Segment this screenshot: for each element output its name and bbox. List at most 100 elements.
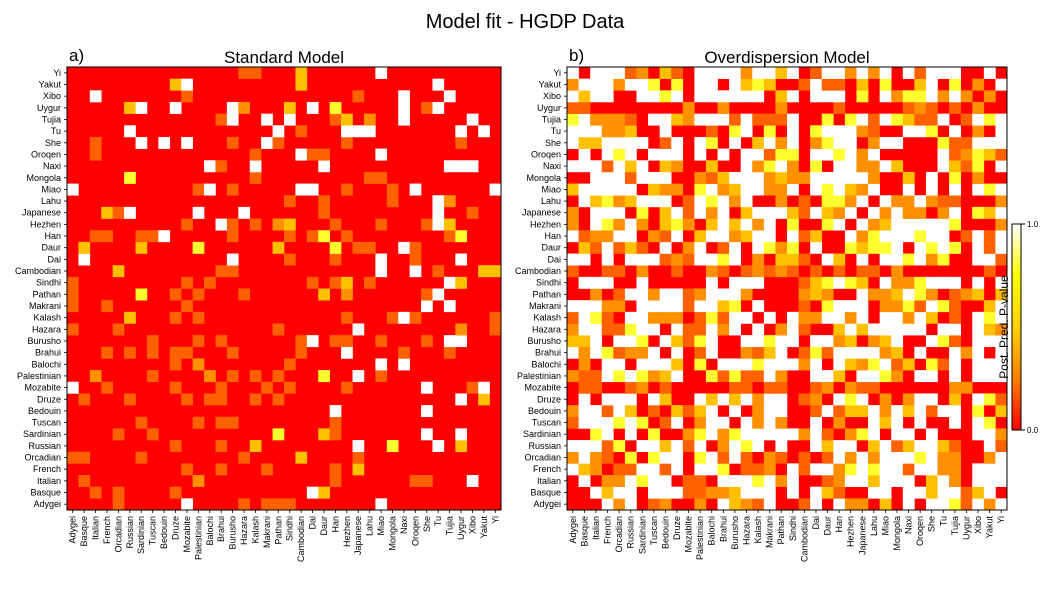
heat-cell [705, 183, 718, 196]
heat-cell [763, 230, 776, 243]
heat-cell [937, 335, 950, 348]
x-tick-han: Han [330, 516, 340, 533]
heat-cell [135, 241, 148, 254]
heat-cell [902, 463, 915, 476]
heat-cell [455, 276, 468, 289]
heat-cell [192, 288, 205, 301]
y-tick-she: She [545, 138, 561, 148]
heat-cell [578, 113, 591, 126]
heat-cell [763, 148, 776, 161]
heat-cell [960, 148, 973, 161]
heat-cell [821, 311, 834, 324]
heat-cell [844, 451, 857, 464]
heat-cell [659, 370, 672, 383]
y-tick-yakut: Yakut [539, 79, 562, 89]
heat-cell [215, 440, 228, 453]
x-tick-palestinian: Palestinian [193, 516, 203, 560]
heat-cell [226, 230, 239, 243]
heat-cell [868, 67, 880, 79]
heat-cell [729, 440, 741, 453]
heat-cell [995, 428, 1008, 441]
heat-cell [833, 90, 846, 103]
heat-cell [671, 148, 684, 161]
heat-cell [821, 486, 834, 499]
heat-cell [810, 183, 823, 196]
heat-cell [306, 148, 319, 161]
heat-cell [949, 440, 961, 453]
heat-cell [972, 463, 985, 476]
heat-cell [181, 90, 193, 103]
heat-cell [740, 183, 753, 196]
heat-cell [914, 300, 927, 313]
heat-cell [856, 288, 869, 301]
heat-cell [983, 311, 996, 324]
heat-cell [763, 265, 776, 278]
heat-cell [590, 323, 603, 336]
heat-cell [914, 230, 927, 243]
heat-cell [694, 311, 707, 324]
heat-cell [844, 160, 857, 173]
heat-cell [578, 148, 591, 161]
heat-cell [226, 136, 239, 149]
y-tick-basque: Basque [30, 488, 61, 498]
heat-cell [192, 416, 205, 429]
heat-cell [879, 416, 892, 429]
heat-cell [787, 171, 799, 184]
heat-cell [925, 311, 938, 324]
heat-cell [601, 113, 614, 126]
heat-cell [856, 171, 869, 184]
heat-cell [124, 206, 136, 219]
heat-cell [856, 381, 869, 394]
heat-cell [740, 393, 753, 406]
heat-cell [466, 206, 479, 219]
y-tick-basque: Basque [530, 488, 561, 498]
heat-cell [833, 346, 846, 359]
y-tick-uygur: Uygur [37, 103, 61, 113]
heat-cell [798, 276, 811, 289]
heat-cell [763, 358, 776, 371]
heat-cell [682, 405, 695, 418]
heat-cell [833, 265, 846, 278]
heat-cell [729, 498, 741, 511]
heat-cell [775, 405, 788, 418]
x-tick-balochi: Balochi [205, 516, 215, 546]
heat-cell [902, 171, 915, 184]
heat-cell [694, 195, 707, 208]
y-tick-han: Han [544, 231, 561, 241]
heat-cell [112, 206, 125, 219]
heat-cell [729, 311, 741, 324]
heat-cell [763, 498, 776, 511]
heat-cell [972, 171, 985, 184]
heat-cell [925, 230, 938, 243]
heat-cell [567, 67, 579, 79]
heat-cell [671, 136, 684, 149]
heat-cell [810, 206, 823, 219]
y-tick-tu: Tu [51, 126, 61, 136]
panel-frame [566, 66, 1008, 511]
heat-cell [578, 300, 591, 313]
heat-cell [752, 171, 765, 184]
x-tick-pathan: Pathan [273, 516, 283, 545]
heat-cell [398, 101, 410, 114]
x-tick-yi: Yi [996, 516, 1006, 524]
heat-cell [833, 171, 846, 184]
heat-cell [949, 125, 961, 138]
y-tick-lahu: Lahu [41, 196, 61, 206]
heat-cell [636, 241, 649, 254]
heat-cell [601, 428, 614, 441]
heat-cell [752, 230, 765, 243]
heat-cell [729, 300, 741, 313]
y-tick-balochi: Balochi [531, 359, 561, 369]
heat-cell [937, 253, 950, 266]
heat-cell [636, 370, 649, 383]
heat-cell [624, 148, 637, 161]
heat-cell [868, 113, 880, 126]
heat-cell [590, 440, 603, 453]
heat-cell [949, 463, 961, 476]
heat-cell [329, 241, 342, 254]
heat-cell [821, 148, 834, 161]
heat-cell [363, 113, 376, 126]
heat-cell [891, 206, 904, 219]
heat-cell [740, 206, 753, 219]
heat-cell [466, 160, 479, 173]
